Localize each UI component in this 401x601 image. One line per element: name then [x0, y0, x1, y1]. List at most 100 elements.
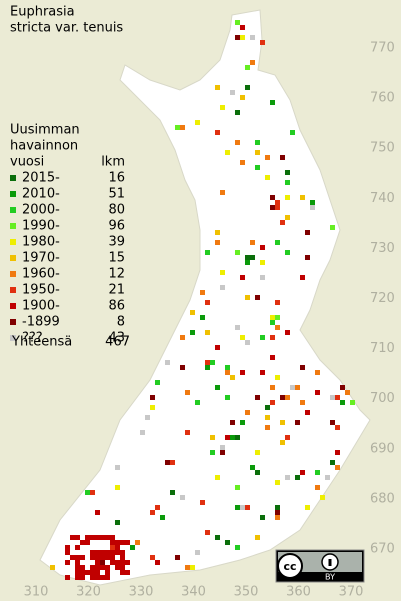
- legend-count: 12: [108, 267, 125, 282]
- legend-swatch: [10, 223, 16, 229]
- observation-square: [130, 545, 135, 550]
- observation-square: [250, 255, 255, 260]
- observation-square: [140, 430, 145, 435]
- observation-square: [290, 385, 295, 390]
- observation-square: [280, 220, 285, 225]
- svg-text:BY: BY: [325, 573, 335, 582]
- observation-square: [105, 555, 110, 560]
- observation-square: [285, 170, 290, 175]
- observation-square: [75, 545, 80, 550]
- observation-square: [90, 490, 95, 495]
- observation-square: [225, 540, 230, 545]
- observation-square: [75, 575, 80, 580]
- observation-square: [245, 340, 250, 345]
- observation-square: [285, 215, 290, 220]
- observation-square: [270, 315, 275, 320]
- observation-square: [215, 345, 220, 350]
- grid-label-north: 750: [370, 141, 395, 156]
- legend-count-heading: lkm: [101, 155, 125, 170]
- observation-square: [240, 160, 245, 165]
- grid-label-north: 670: [370, 542, 395, 557]
- observation-square: [265, 155, 270, 160]
- observation-square: [225, 395, 230, 400]
- observation-square: [335, 425, 340, 430]
- observation-square: [120, 540, 125, 545]
- observation-square: [350, 400, 355, 405]
- observation-square: [190, 565, 195, 570]
- observation-square: [200, 315, 205, 320]
- observation-square: [50, 565, 55, 570]
- observation-square: [75, 565, 80, 570]
- observation-square: [260, 370, 265, 375]
- observation-square: [250, 240, 255, 245]
- observation-square: [235, 110, 240, 115]
- observation-square: [275, 240, 280, 245]
- observation-square: [315, 370, 320, 375]
- observation-square: [335, 465, 340, 470]
- observation-square: [165, 460, 170, 465]
- grid-label-east: 320: [76, 585, 101, 600]
- observation-square: [205, 365, 210, 370]
- observation-square: [120, 555, 125, 560]
- observation-square: [225, 435, 230, 440]
- observation-square: [280, 155, 285, 160]
- legend: 2015- 16 2010- 51 2000- 80 1990- 96 1980- 39 1970-…: [10, 171, 130, 350]
- legend-count: 86: [108, 299, 125, 314]
- observation-square: [235, 505, 240, 510]
- observation-square: [100, 535, 105, 540]
- observation-square: [260, 260, 265, 265]
- observation-square: [200, 500, 205, 505]
- observation-square: [75, 560, 80, 565]
- observation-square: [295, 385, 300, 390]
- observation-square: [110, 535, 115, 540]
- observation-square: [180, 335, 185, 340]
- grid-label-north: 680: [370, 491, 395, 506]
- observation-square: [240, 335, 245, 340]
- observation-square: [215, 230, 220, 235]
- observation-square: [225, 365, 230, 370]
- observation-square: [175, 125, 180, 130]
- observation-square: [80, 565, 85, 570]
- observation-square: [310, 200, 315, 205]
- observation-square: [235, 545, 240, 550]
- observation-square: [265, 175, 270, 180]
- legend-label: -1899: [22, 315, 60, 330]
- observation-square: [170, 460, 175, 465]
- observation-square: [100, 560, 105, 565]
- observation-square: [80, 540, 85, 545]
- observation-square: [340, 400, 345, 405]
- grid-label-east: 360: [286, 585, 311, 600]
- observation-square: [120, 560, 125, 565]
- observation-square: [210, 435, 215, 440]
- observation-square: [245, 85, 250, 90]
- observation-square: [315, 470, 320, 475]
- observation-square: [335, 450, 340, 455]
- observation-square: [255, 295, 260, 300]
- observation-square: [275, 480, 280, 485]
- grid-label-north: 740: [370, 191, 395, 206]
- observation-squares: [50, 20, 355, 580]
- observation-square: [250, 60, 255, 65]
- observation-square: [275, 505, 280, 510]
- observation-square: [275, 325, 280, 330]
- observation-square: [240, 275, 245, 280]
- observation-square: [310, 205, 315, 210]
- observation-square: [210, 450, 215, 455]
- observation-square: [100, 550, 105, 555]
- observation-square: [115, 520, 120, 525]
- legend-label: 1960-: [22, 267, 60, 282]
- observation-square: [245, 410, 250, 415]
- grid-label-east: 340: [181, 585, 206, 600]
- observation-square: [205, 530, 210, 535]
- legend-label: 1950-: [22, 283, 60, 298]
- legend-swatch: [10, 271, 16, 277]
- observation-square: [275, 200, 280, 205]
- legend-label: 2015-: [22, 171, 60, 186]
- observation-square: [275, 205, 280, 210]
- observation-square: [185, 565, 190, 570]
- observation-square: [285, 330, 290, 335]
- observation-square: [295, 420, 300, 425]
- observation-square: [110, 550, 115, 555]
- observation-square: [220, 285, 225, 290]
